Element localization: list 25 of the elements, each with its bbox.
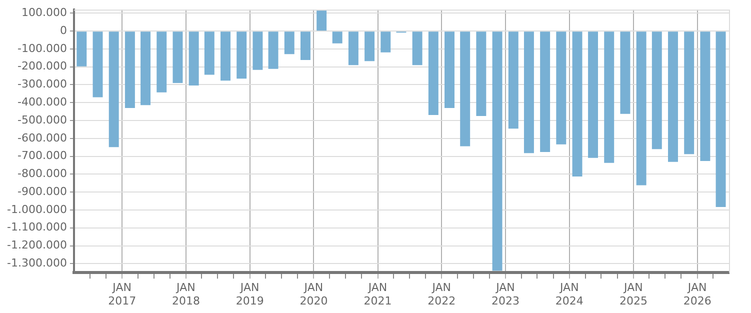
y-tick-label: -1.200.000	[7, 238, 67, 252]
y-tick-label: -300.000	[17, 78, 67, 91]
x-tick-label: JAN 2021	[364, 281, 392, 308]
x-tick-label: JAN 2017	[108, 281, 136, 308]
y-tick-label: -1.100.000	[7, 220, 67, 234]
y-tick-label: -1.300.000	[7, 256, 67, 270]
x-tick-label: JAN 2024	[555, 281, 584, 308]
y-tick-label: -600.000	[17, 131, 67, 144]
y-tick-label: 0	[60, 24, 67, 37]
x-tick-label: JAN 2023	[492, 281, 520, 308]
y-tick-label: -700.000	[17, 149, 67, 162]
x-tick-label: JAN 2019	[236, 281, 264, 308]
y-tick-label: -900.000	[17, 184, 67, 198]
x-tick-label: JAN 2020	[300, 281, 328, 308]
y-tick-label: -800.000	[17, 167, 67, 180]
x-tick-label: JAN 2026	[683, 281, 712, 308]
y-tick-label: -200.000	[17, 60, 67, 73]
y-tick-label: -400.000	[17, 95, 67, 108]
x-tick-label: JAN 2025	[619, 281, 648, 308]
y-tick-label: -100.000	[17, 42, 67, 55]
y-tick-label: -500.000	[17, 113, 67, 126]
x-tick-label: JAN 2018	[172, 281, 200, 308]
x-tick-label: JAN 2022	[428, 281, 456, 308]
y-tick-label: -1.000.000	[7, 202, 67, 216]
y-tick-label: 100.000	[21, 6, 67, 20]
